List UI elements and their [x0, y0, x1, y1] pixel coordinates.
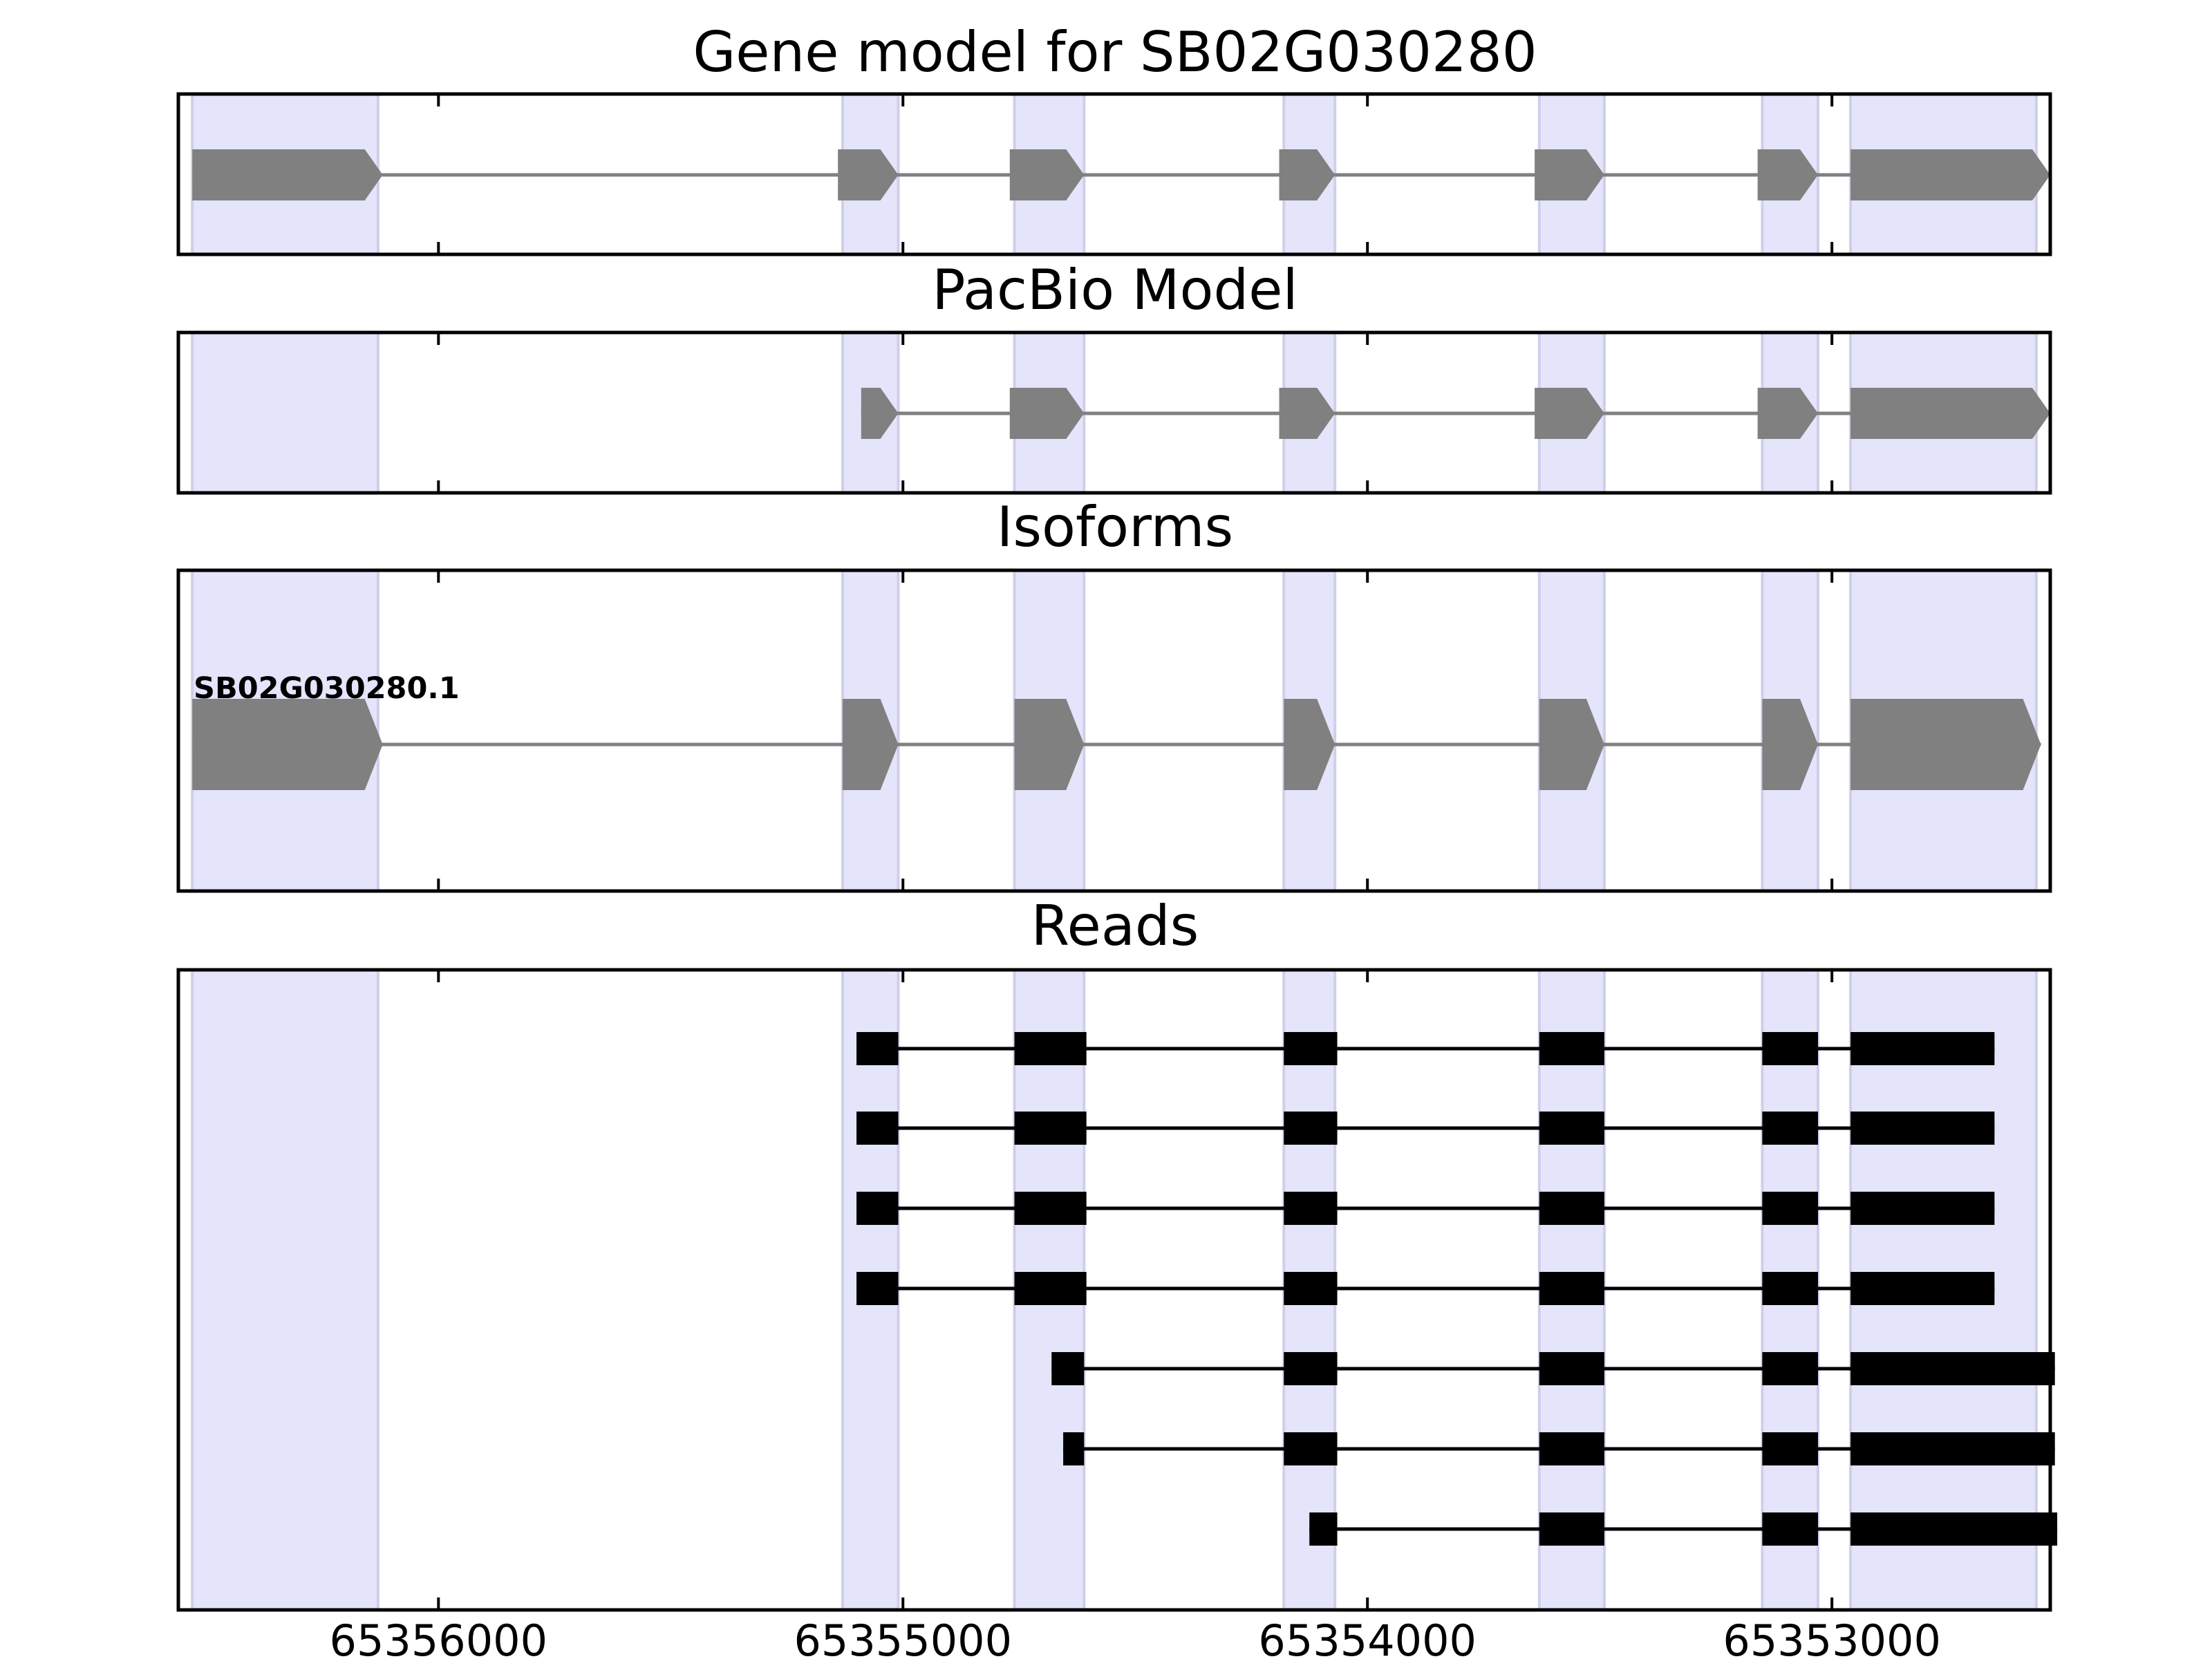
exon-arrow [1757, 388, 1819, 439]
exon-arrow [1762, 699, 1819, 790]
read-exon-block [1539, 1112, 1604, 1145]
exon-arrow [1014, 699, 1085, 790]
read-exon-block [1014, 1272, 1087, 1305]
read-exon-block [1762, 1272, 1819, 1305]
read-exon-block [856, 1192, 899, 1225]
x-tick-label: 65355000 [794, 1615, 1012, 1659]
ticks-gene-model [437, 94, 1834, 254]
read-exon-block [1539, 1032, 1604, 1065]
read-exon-block [1850, 1032, 1995, 1065]
read-exon-block [856, 1272, 899, 1305]
exon-arrow [1284, 699, 1335, 790]
read-exon-block [1014, 1192, 1087, 1225]
exon-arrow [1535, 149, 1604, 200]
exon-arrow [1009, 149, 1085, 200]
read-exon-block [1284, 1352, 1338, 1385]
read-exon-block [1309, 1512, 1338, 1546]
exon-band [191, 968, 379, 1611]
panel-title-reads: Reads [1031, 894, 1199, 958]
read-exon-block [1063, 1432, 1085, 1465]
read-exon-block [1539, 1272, 1604, 1305]
read-exon-block [856, 1032, 899, 1065]
panel-title-gene-model: Gene model for SB02G030280 [693, 20, 1537, 84]
frame-gene-model [176, 92, 2052, 256]
read-exon-block [1284, 1272, 1338, 1305]
read-exon-block [1850, 1432, 2055, 1465]
read-exon-block [1762, 1512, 1819, 1546]
read-exon-block [1762, 1192, 1819, 1225]
frame-reads [176, 968, 2052, 1612]
exon-arrow [842, 699, 899, 790]
read-exon-block [1051, 1352, 1085, 1385]
read-exon-block [1762, 1432, 1819, 1465]
exon-arrow [1850, 699, 2041, 790]
ticks-reads [437, 970, 1834, 1610]
features-pacbio-model [861, 388, 2050, 439]
panel-isoforms: Isoforms SB02G030280.1 [176, 495, 2052, 893]
read-exon-block [1762, 1352, 1819, 1385]
read-exon-block [1850, 1512, 2058, 1546]
read-exon-block [1850, 1272, 1995, 1305]
read-exon-block [1284, 1112, 1338, 1145]
x-tick-label: 65356000 [330, 1615, 548, 1659]
exon-arrow [1009, 388, 1085, 439]
read-exon-block [1539, 1192, 1604, 1225]
read-exon-block [1539, 1432, 1604, 1465]
frame-pacbio-model [176, 330, 2052, 495]
exon-bands-isoforms [191, 569, 2038, 892]
read-exon-block [1762, 1032, 1819, 1065]
exon-arrow [192, 699, 383, 790]
panel-title-pacbio-model: PacBio Model [932, 258, 1297, 322]
read-exon-block [856, 1112, 899, 1145]
read-exon-block [1284, 1192, 1338, 1225]
exon-arrow [1535, 388, 1604, 439]
x-tick-label: 65353000 [1723, 1615, 1941, 1659]
read-exon-block [1850, 1112, 1995, 1145]
read-exon-block [1539, 1512, 1604, 1546]
exon-arrow [1539, 699, 1604, 790]
exon-arrow [1850, 388, 2050, 439]
read-exon-block [1014, 1032, 1087, 1065]
exon-arrow [1279, 149, 1335, 200]
ticks-pacbio-model [437, 332, 1834, 493]
exon-arrow [1850, 149, 2050, 200]
read-exon-block [1284, 1032, 1338, 1065]
exon-arrow [861, 388, 899, 439]
features-isoforms: SB02G030280.1 [192, 671, 2041, 790]
x-tick-label: 65354000 [1258, 1615, 1477, 1659]
read-exon-block [1014, 1112, 1087, 1145]
read-exon-block [1539, 1352, 1604, 1385]
features-gene-model [192, 149, 2050, 200]
panel-gene-model: Gene model for SB02G030280 [176, 20, 2052, 256]
exon-arrow [1757, 149, 1819, 200]
panel-pacbio-model: PacBio Model [176, 258, 2052, 495]
exon-arrow [838, 149, 899, 200]
panel-reads: Reads [176, 894, 2058, 1612]
isoform-label: SB02G030280.1 [194, 671, 460, 706]
panel-title-isoforms: Isoforms [997, 495, 1233, 559]
exon-band [191, 331, 379, 494]
x-axis-tick-labels: 65356000 65355000 65354000 65353000 [330, 1615, 1941, 1659]
frame-isoforms [176, 568, 2052, 893]
exon-arrow [192, 149, 383, 200]
read-exon-block [1762, 1112, 1819, 1145]
exon-arrow [1279, 388, 1335, 439]
read-exon-block [1850, 1352, 2055, 1385]
features-reads [856, 1032, 2058, 1546]
read-exon-block [1284, 1432, 1338, 1465]
ticks-isoforms [437, 570, 1834, 891]
read-exon-block [1850, 1192, 1995, 1225]
